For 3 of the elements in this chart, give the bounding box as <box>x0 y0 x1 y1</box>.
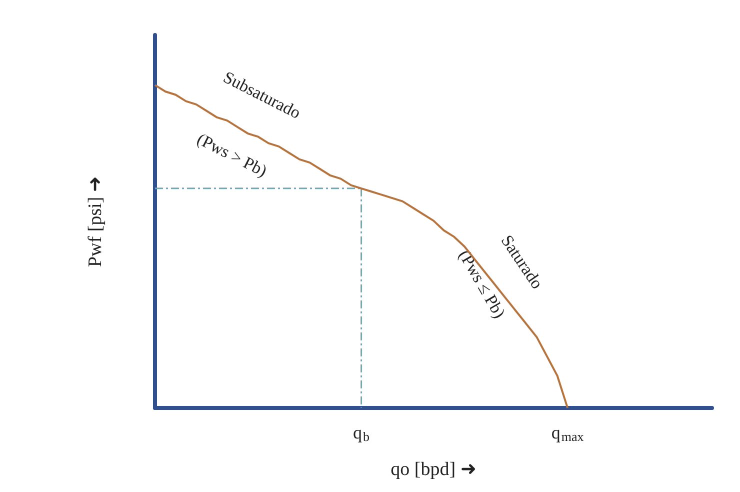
x-axis-title: qo [bpd] ➜ <box>390 459 476 480</box>
annotation: (Pws > Pb) <box>194 129 270 181</box>
y-axis-title: Pwf [psi] ➜ <box>85 176 106 267</box>
